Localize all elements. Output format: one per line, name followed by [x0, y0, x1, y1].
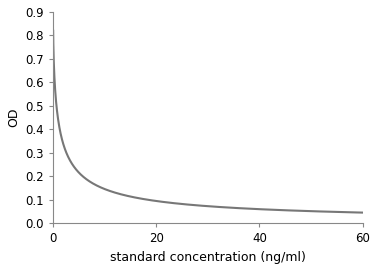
Y-axis label: OD: OD: [7, 108, 20, 127]
X-axis label: standard concentration (ng/ml): standard concentration (ng/ml): [110, 251, 306, 264]
